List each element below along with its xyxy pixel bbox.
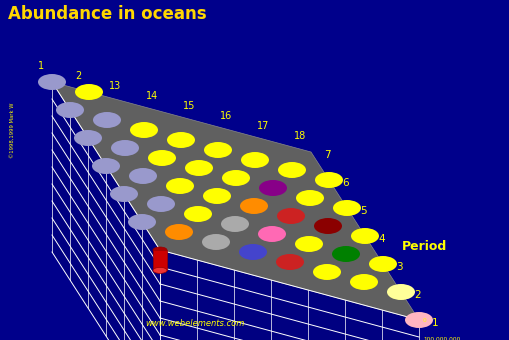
- Polygon shape: [52, 82, 418, 320]
- Ellipse shape: [314, 218, 342, 234]
- Text: 3: 3: [395, 262, 402, 272]
- Text: 4: 4: [377, 234, 384, 244]
- Ellipse shape: [295, 190, 323, 206]
- Ellipse shape: [128, 214, 156, 230]
- Ellipse shape: [220, 216, 248, 232]
- Text: 5: 5: [359, 206, 366, 216]
- Ellipse shape: [110, 186, 138, 202]
- Text: 15: 15: [183, 101, 195, 111]
- Text: Abundance in oceans: Abundance in oceans: [8, 5, 206, 23]
- Ellipse shape: [241, 152, 268, 168]
- Ellipse shape: [315, 172, 343, 188]
- Ellipse shape: [92, 158, 120, 174]
- Text: 100,000,000: 100,000,000: [422, 336, 460, 340]
- Ellipse shape: [203, 188, 231, 204]
- Text: 1: 1: [38, 61, 44, 71]
- Ellipse shape: [331, 246, 359, 262]
- Ellipse shape: [166, 132, 194, 148]
- Ellipse shape: [277, 162, 305, 178]
- Ellipse shape: [148, 150, 176, 166]
- Text: 0: 0: [422, 318, 426, 323]
- Ellipse shape: [204, 142, 232, 158]
- Text: 1: 1: [431, 318, 438, 328]
- Ellipse shape: [369, 256, 396, 272]
- Ellipse shape: [74, 130, 102, 146]
- Ellipse shape: [386, 284, 414, 300]
- Ellipse shape: [259, 180, 287, 196]
- Ellipse shape: [129, 168, 157, 184]
- Text: ©1998,1999 Mark W: ©1998,1999 Mark W: [10, 102, 15, 158]
- Ellipse shape: [349, 274, 377, 290]
- Text: 2: 2: [75, 71, 81, 81]
- Ellipse shape: [239, 244, 267, 260]
- Text: 14: 14: [146, 91, 158, 101]
- Ellipse shape: [332, 200, 360, 216]
- Ellipse shape: [275, 254, 303, 270]
- Text: Period: Period: [401, 239, 446, 253]
- Text: 7: 7: [323, 150, 330, 160]
- Ellipse shape: [221, 170, 249, 186]
- Ellipse shape: [93, 112, 121, 128]
- Polygon shape: [52, 82, 160, 340]
- Ellipse shape: [165, 224, 192, 240]
- Polygon shape: [153, 250, 166, 270]
- Text: 6: 6: [342, 178, 348, 188]
- Text: 17: 17: [257, 121, 269, 131]
- Ellipse shape: [185, 160, 213, 176]
- Ellipse shape: [75, 84, 103, 100]
- Ellipse shape: [258, 226, 286, 242]
- Ellipse shape: [240, 198, 267, 214]
- Ellipse shape: [184, 206, 212, 222]
- Text: 16: 16: [220, 111, 232, 121]
- Ellipse shape: [38, 74, 66, 90]
- Ellipse shape: [404, 312, 432, 328]
- Ellipse shape: [202, 234, 230, 250]
- Ellipse shape: [350, 228, 378, 244]
- Ellipse shape: [130, 122, 158, 138]
- Ellipse shape: [153, 267, 166, 273]
- Ellipse shape: [294, 236, 322, 252]
- Text: 2: 2: [413, 290, 420, 300]
- Ellipse shape: [56, 102, 84, 118]
- Ellipse shape: [153, 247, 166, 253]
- Text: 18: 18: [294, 131, 306, 141]
- Ellipse shape: [276, 208, 304, 224]
- Ellipse shape: [111, 140, 139, 156]
- Ellipse shape: [165, 178, 193, 194]
- Ellipse shape: [147, 196, 175, 212]
- Ellipse shape: [313, 264, 341, 280]
- Text: 13: 13: [109, 81, 121, 91]
- Polygon shape: [160, 250, 418, 340]
- Text: www.webelements.com: www.webelements.com: [145, 319, 244, 328]
